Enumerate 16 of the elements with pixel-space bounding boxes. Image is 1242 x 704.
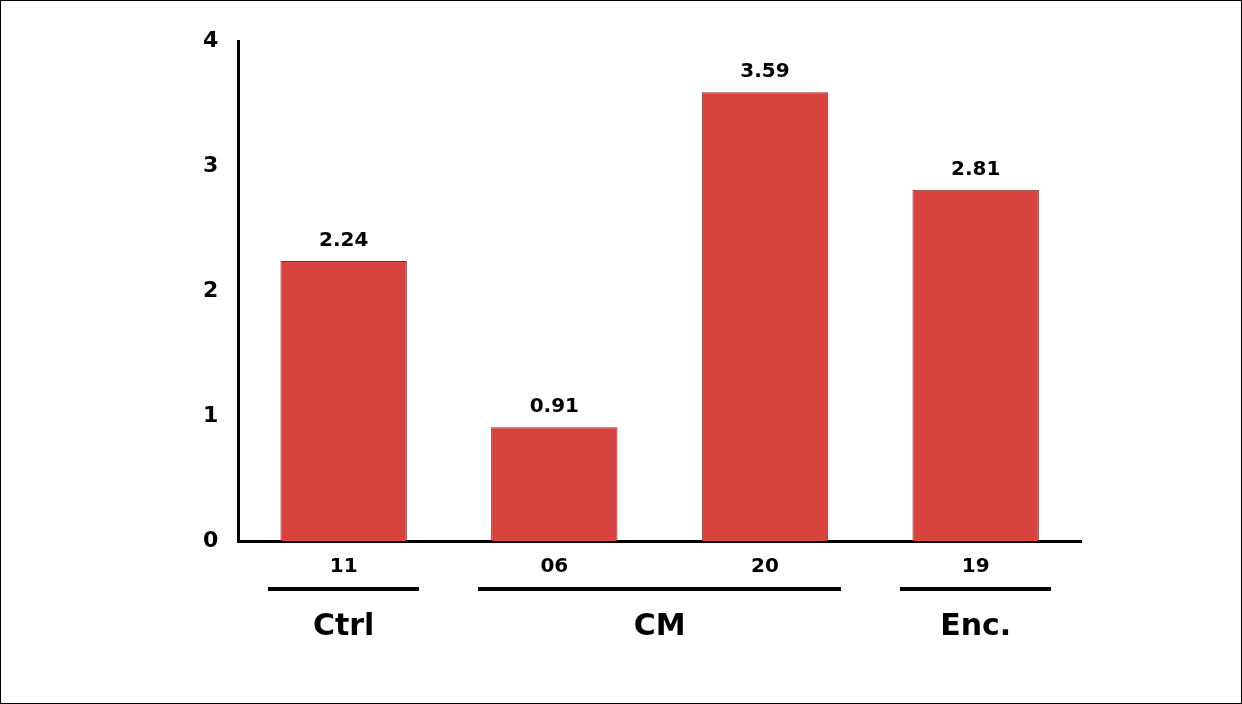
x-tick-label: 11 [329,553,358,578]
text: Enc. [940,606,1012,642]
y-tick-label: 0 [203,526,219,552]
y-tick-label: 2 [203,276,219,302]
x-tick-label: 20 [751,553,779,578]
x-tick-label: 06 [540,553,569,578]
data-label: 3.59 [740,58,790,83]
x-tick-label: 19 [961,553,990,578]
y-tick-label: 1 [203,401,219,427]
text: Ctrl [312,606,375,642]
y-tick-label: 3 [203,151,219,177]
data-label: 2.81 [950,155,1001,180]
data-label: 0.91 [529,393,579,418]
data-label: 2.24 [318,227,369,252]
y-tick-label: 4 [203,26,219,52]
text: CM [633,606,686,642]
